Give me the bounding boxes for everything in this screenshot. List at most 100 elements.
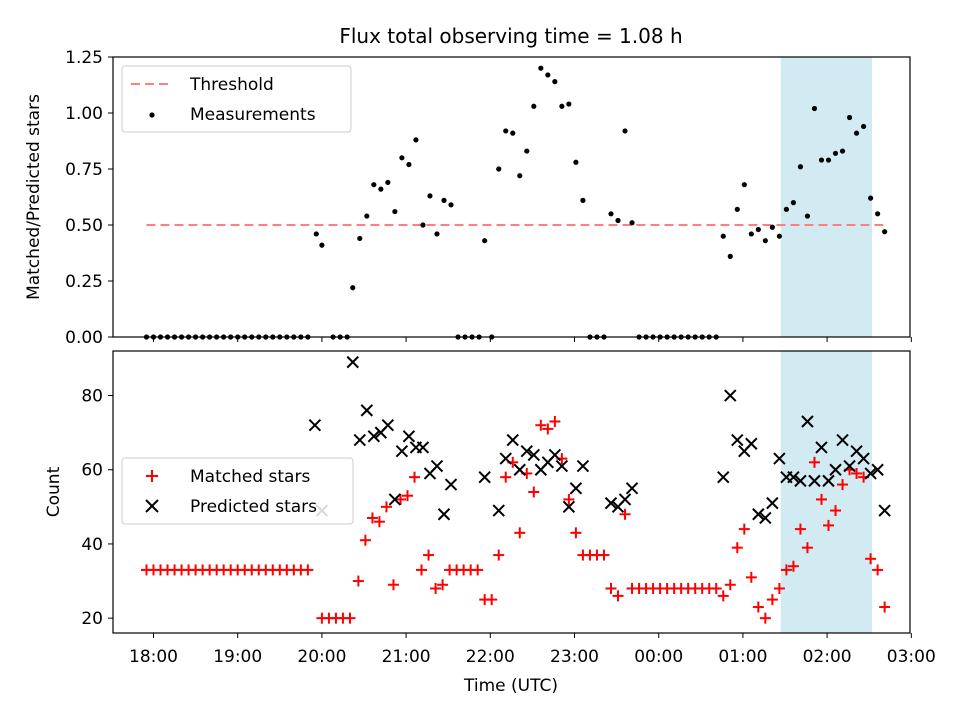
measurement-point	[482, 238, 488, 244]
measurement-point	[818, 157, 825, 163]
measurement-point	[378, 186, 384, 192]
measurement-point	[748, 231, 754, 237]
predicted-legend-label: Predicted stars	[190, 497, 317, 517]
measurement-point	[762, 238, 768, 244]
predicted-star-point	[444, 478, 458, 491]
measurement-point	[720, 233, 726, 239]
measurement-point	[420, 222, 426, 228]
measurement-point	[839, 148, 846, 154]
measurement-point	[853, 130, 860, 136]
measurement-point	[755, 226, 761, 233]
predicted-star-point	[864, 467, 877, 480]
matched-star-point	[380, 501, 392, 513]
predicted-star-point	[308, 419, 322, 432]
measurement-point	[559, 103, 565, 109]
predicted-star-point	[724, 389, 737, 402]
predicted-star-point	[829, 463, 842, 476]
measurement-point	[727, 253, 733, 259]
predicted-star-point	[506, 433, 519, 447]
matched-star-point	[373, 516, 385, 528]
predicted-star-point	[759, 511, 772, 525]
top-y-axis: 0.00 0.25 0.50 0.75 1.00 1.25	[65, 48, 113, 348]
x-tick-label: 21:00	[382, 647, 431, 667]
matched-star-point	[514, 527, 526, 539]
chart-title: Flux total observing time = 1.08 h	[339, 24, 682, 48]
predicted-star-point	[836, 433, 849, 447]
measurement-point	[517, 173, 523, 179]
predicted-star-point	[878, 504, 891, 517]
measurement-point	[427, 193, 433, 199]
predicted-star-point	[395, 444, 409, 458]
measurements-legend-marker	[149, 112, 155, 118]
matched-star-point	[745, 571, 757, 583]
matched-star-point	[851, 467, 863, 479]
matched-star-point	[710, 582, 722, 594]
measurement-point	[776, 233, 782, 239]
measurement-point	[531, 103, 537, 109]
matched-star-point	[612, 590, 624, 602]
measurement-point	[846, 114, 853, 121]
top-legend: Threshold Measurements	[121, 65, 352, 133]
matched-star-point	[430, 582, 442, 594]
matched-star-point	[619, 508, 631, 520]
measurement-point	[545, 72, 551, 78]
predicted-star-point	[367, 430, 381, 443]
bottom-y-tick-label: 60	[81, 461, 103, 481]
matched-star-point	[409, 471, 421, 483]
measurement-point	[503, 128, 509, 134]
matched-star-point	[359, 534, 371, 546]
predicted-star-point	[562, 500, 576, 514]
bottom-y-tick-label: 20	[81, 609, 103, 629]
predicted-star-point	[794, 474, 807, 488]
matched-star-point	[879, 601, 891, 613]
threshold-legend-label: Threshold	[189, 75, 274, 95]
matched-star-point	[837, 479, 849, 491]
measurement-point	[797, 164, 804, 170]
matched-star-point	[731, 542, 743, 554]
matched-star-point	[472, 564, 484, 576]
predicted-star-point	[815, 441, 828, 454]
predicted-star-point	[478, 470, 491, 484]
matched-star-point	[500, 471, 512, 483]
matched-star-point	[352, 575, 364, 587]
matched-star-point	[724, 579, 736, 591]
x-tick-label: 20:00	[297, 647, 346, 667]
matched-star-point	[402, 490, 414, 502]
measurement-point	[392, 208, 398, 215]
predicted-star-point	[437, 508, 451, 521]
predicted-star-point	[752, 508, 765, 521]
measurement-point	[313, 231, 319, 237]
measurement-point	[385, 179, 391, 186]
matched-star-point	[570, 527, 582, 539]
measurement-point	[741, 182, 747, 188]
x-tick-label: 02:00	[803, 647, 852, 667]
predicted-star-point	[745, 437, 758, 450]
matched-star-point	[759, 612, 771, 624]
measurement-point	[860, 123, 867, 130]
matched-star-point	[535, 419, 547, 431]
matched-star-point	[717, 590, 729, 602]
predicted-star-point	[773, 452, 786, 465]
matched-star-point	[830, 505, 842, 517]
matched-star-point	[493, 549, 505, 561]
measurement-point	[566, 101, 572, 107]
predicted-star-point	[416, 441, 430, 454]
predicted-star-point	[625, 482, 639, 495]
matched-star-point	[302, 564, 314, 576]
matched-star-point	[549, 416, 561, 427]
measurement-point	[868, 195, 874, 201]
predicted-star-point	[569, 482, 583, 495]
matched-star-point	[387, 579, 399, 591]
predicted-star-point	[430, 459, 444, 473]
x-tick-label: 18:00	[129, 647, 178, 667]
matched-star-point	[787, 560, 799, 572]
measurement-point	[734, 206, 740, 212]
bottom-panel: 20 40 60 80 18:00 19:00 20:00 21:00 22:00 23:00 0…	[44, 350, 936, 696]
matched-star-point	[598, 549, 610, 561]
predicted-stars-series	[308, 355, 891, 525]
measurement-point	[406, 161, 412, 168]
predicted-star-point	[787, 470, 800, 484]
measurement-point	[790, 200, 797, 206]
measurement-point	[441, 197, 447, 203]
measurement-point	[524, 148, 530, 154]
